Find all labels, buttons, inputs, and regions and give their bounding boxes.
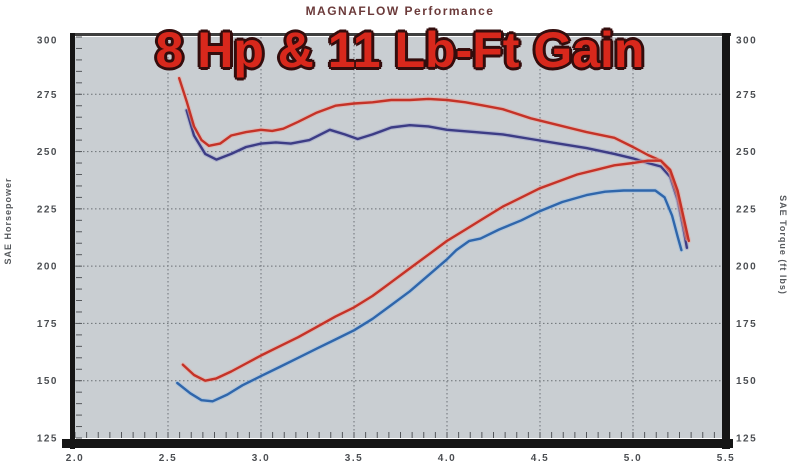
x-tick-label: 3.5 — [345, 453, 363, 464]
x-tick-label: 5.0 — [624, 453, 642, 464]
y-axis-title-torque: SAE Torque (ft lbs) — [778, 195, 788, 295]
y-tick-label-left: 250 — [37, 147, 58, 158]
x-tick-label: 2.5 — [159, 453, 177, 464]
plot-border-right — [722, 33, 730, 449]
plot-area — [75, 37, 722, 438]
gain-annotation: 8 Hp & 11 Lb-Ft Gain — [155, 22, 645, 78]
y-tick-label-left: 275 — [37, 90, 58, 101]
plot-border-bottom — [62, 439, 733, 448]
y-tick-label-right: 200 — [736, 262, 757, 273]
x-tick-label: 5.5 — [717, 453, 735, 464]
x-tick-label: 3.0 — [252, 453, 270, 464]
y-tick-label-left: 300 — [37, 36, 58, 47]
y-tick-label-right: 225 — [736, 204, 757, 215]
y-tick-label-right: 150 — [736, 376, 757, 387]
y-tick-label-left: 125 — [37, 434, 58, 445]
y-tick-label-left: 200 — [37, 262, 58, 273]
curve-horsepower-before-blue — [176, 189, 683, 403]
y-tick-label-right: 125 — [736, 434, 757, 445]
y-tick-label-left: 175 — [37, 319, 58, 330]
x-tick-label: 2.0 — [66, 453, 84, 464]
plot-border-left — [70, 33, 75, 449]
x-tick-label: 4.5 — [531, 453, 549, 464]
y-tick-label-right: 275 — [736, 90, 757, 101]
y-tick-label-left: 150 — [37, 376, 58, 387]
plot-border-top — [70, 33, 731, 36]
y-tick-label-right: 250 — [736, 147, 757, 158]
curve-torque-after-red — [177, 76, 689, 240]
y-tick-label-right: 300 — [736, 36, 757, 47]
y-tick-label-right: 175 — [736, 319, 757, 330]
curve-horsepower-after-red — [181, 159, 690, 382]
y-tick-label-left: 225 — [37, 204, 58, 215]
chart-title: MAGNAFLOW Performance — [305, 4, 495, 18]
y-axis-title-horsepower: SAE Horsepower — [3, 177, 13, 265]
x-tick-label: 4.0 — [438, 453, 456, 464]
